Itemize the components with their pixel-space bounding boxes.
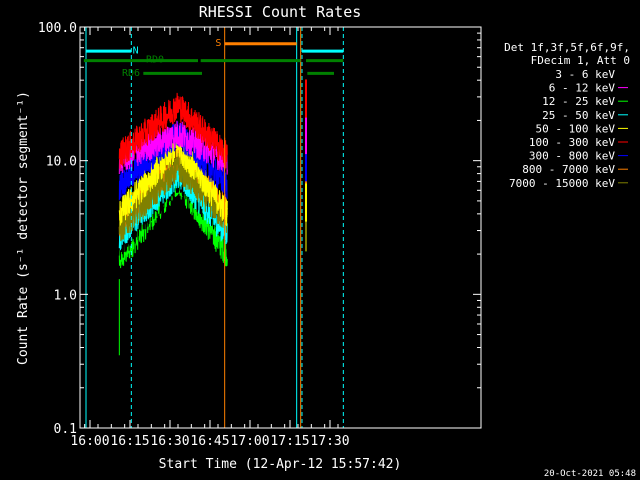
legend-entry-label: 100 - 300 keV xyxy=(529,136,615,149)
y-tick-label: 10.0 xyxy=(46,155,77,170)
y-tick-label: 100.0 xyxy=(38,21,77,36)
series-line xyxy=(118,92,228,169)
legend-entry-label: 3 - 6 keV xyxy=(555,68,615,81)
annotation-label: RD6 xyxy=(122,68,140,79)
legend-entry-label: 800 - 7000 keV xyxy=(522,163,615,176)
y-tick-label: 0.1 xyxy=(54,422,77,437)
x-tick-label: 17:15 xyxy=(270,434,309,449)
y-tick-label: 1.0 xyxy=(54,288,77,303)
x-tick-label: 16:15 xyxy=(110,434,149,449)
legend-entry-label: 12 - 25 keV xyxy=(542,95,615,108)
legend-entry-label: 6 - 12 keV xyxy=(549,82,616,95)
legend-header-line-1: Det 1f,3f,5f,6f,9f, xyxy=(504,41,630,54)
overlay-markers: N S RD0 RD6 xyxy=(83,27,344,428)
legend-entry-label: 25 - 50 keV xyxy=(542,109,615,122)
axes: 16:00 16:15 16:30 16:45 17:00 17:15 17:30 0.1 1.… xyxy=(38,21,481,449)
plot-frame xyxy=(79,26,482,429)
legend-entry-label: 50 - 100 keV xyxy=(536,122,616,135)
series-traces xyxy=(118,79,307,356)
annotation-label: S xyxy=(215,38,221,49)
annotation-label: RD0 xyxy=(146,55,164,66)
annotation-label: N xyxy=(133,45,139,56)
legend: Det 1f,3f,5f,6f,9f, FDecim 1, Att 0 3 - … xyxy=(504,41,630,190)
x-tick-label: 17:00 xyxy=(230,434,269,449)
series-line xyxy=(118,153,228,242)
y-axis-label: Count Rate (s⁻¹ detector segment⁻¹) xyxy=(16,91,31,365)
x-tick-label: 17:30 xyxy=(310,434,349,449)
legend-header-line-2: FDecim 1, Att 0 xyxy=(531,54,630,67)
timestamp: 20-Oct-2021 05:48 xyxy=(544,469,636,479)
series-line xyxy=(118,133,228,227)
x-tick-label: 16:30 xyxy=(150,434,189,449)
legend-entry-label: 300 - 800 keV xyxy=(529,150,615,163)
chart-title: RHESSI Count Rates xyxy=(199,3,362,21)
x-tick-label: 16:00 xyxy=(70,434,109,449)
legend-entry-label: 7000 - 15000 keV xyxy=(509,177,615,190)
x-tick-label: 16:45 xyxy=(190,434,229,449)
x-axis-label: Start Time (12-Apr-12 15:57:42) xyxy=(159,457,402,472)
